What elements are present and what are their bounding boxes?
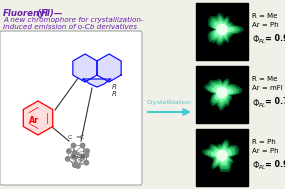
Polygon shape (209, 15, 242, 44)
Circle shape (65, 157, 70, 161)
Polygon shape (212, 85, 233, 102)
Circle shape (217, 25, 227, 35)
Polygon shape (73, 54, 97, 82)
Circle shape (76, 164, 80, 168)
Polygon shape (206, 143, 236, 169)
Text: Crystallization: Crystallization (147, 100, 192, 105)
Text: Fluorenyl: Fluorenyl (3, 9, 49, 18)
Circle shape (80, 143, 85, 148)
Text: C: C (80, 135, 84, 140)
Polygon shape (218, 152, 226, 159)
Circle shape (71, 155, 76, 159)
Circle shape (84, 160, 89, 165)
Polygon shape (83, 79, 111, 87)
Circle shape (73, 163, 77, 167)
Text: = 0.94: = 0.94 (265, 160, 285, 169)
Circle shape (217, 88, 227, 98)
Text: Ar = Ph: Ar = Ph (252, 22, 279, 28)
Polygon shape (204, 79, 242, 110)
Text: R = Ph: R = Ph (252, 139, 276, 145)
Circle shape (80, 155, 85, 159)
Text: $\mathit{\Phi}_{PL}$: $\mathit{\Phi}_{PL}$ (252, 160, 266, 173)
FancyBboxPatch shape (0, 31, 142, 185)
Polygon shape (208, 145, 234, 167)
Text: Ar: Ar (29, 116, 39, 125)
Circle shape (71, 143, 76, 148)
Circle shape (73, 150, 77, 155)
Text: induced emission of o-Cb derivatives: induced emission of o-Cb derivatives (3, 24, 137, 30)
Text: C: C (68, 135, 72, 140)
Text: $\mathit{\Phi}_{PL}$: $\mathit{\Phi}_{PL}$ (252, 97, 266, 109)
Text: =: = (75, 135, 80, 140)
Text: = 0.75: = 0.75 (265, 97, 285, 106)
Polygon shape (212, 18, 237, 41)
Text: Ar = mFl: Ar = mFl (252, 85, 283, 91)
Polygon shape (203, 140, 239, 172)
Text: $\mathit{\Phi}_{PL}$: $\mathit{\Phi}_{PL}$ (252, 34, 266, 46)
Polygon shape (207, 81, 238, 107)
Bar (196, 129, 248, 186)
Circle shape (85, 149, 89, 153)
Bar (196, 66, 248, 123)
Text: R: R (112, 91, 117, 97)
Polygon shape (211, 147, 231, 165)
Polygon shape (23, 101, 53, 135)
Text: R = Me: R = Me (252, 13, 277, 19)
Polygon shape (219, 26, 227, 33)
Circle shape (217, 150, 227, 160)
Text: Ar = Ph: Ar = Ph (252, 148, 279, 154)
Text: = 0.95: = 0.95 (265, 34, 285, 43)
Polygon shape (210, 83, 236, 105)
Polygon shape (97, 54, 121, 82)
Bar (196, 3, 248, 60)
Polygon shape (217, 23, 230, 36)
Text: o-Cb: o-Cb (72, 154, 86, 160)
Text: (Fl)—: (Fl)— (34, 9, 62, 18)
Polygon shape (214, 21, 234, 38)
Polygon shape (215, 87, 230, 99)
Polygon shape (206, 80, 240, 109)
Polygon shape (204, 141, 237, 171)
Text: R = Me: R = Me (252, 76, 277, 82)
Polygon shape (218, 89, 226, 96)
Polygon shape (210, 16, 240, 43)
Polygon shape (208, 13, 243, 45)
Polygon shape (215, 150, 228, 162)
Text: R: R (112, 84, 117, 90)
Text: A new chromophore for crystallization-: A new chromophore for crystallization- (3, 17, 144, 23)
Circle shape (67, 149, 71, 153)
Circle shape (84, 153, 89, 157)
